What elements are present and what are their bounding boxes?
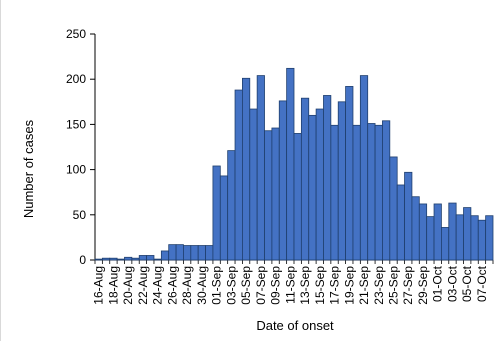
x-axis-title: Date of onset xyxy=(256,318,334,333)
y-tick-label: 150 xyxy=(66,117,86,131)
x-tick-label: 01-Sep xyxy=(210,266,224,305)
bar-05-Sep xyxy=(242,77,251,261)
x-tick-label: 17-Sep xyxy=(328,266,342,305)
x-tick-label: 30-Aug xyxy=(195,266,209,305)
bar-16-Aug xyxy=(94,258,103,261)
x-tick-label: 03-Oct xyxy=(445,265,459,302)
x-tick-labels: 16-Aug 18-Aug 20-Aug 22-Aug 24-Aug 26-Aug 28-A… xyxy=(92,265,489,304)
bar-16-Sep xyxy=(323,95,332,261)
bar-23-Aug xyxy=(146,255,155,261)
x-tick-label: 15-Sep xyxy=(313,266,327,305)
x-tick-label: 11-Sep xyxy=(283,266,297,304)
bar-26-Aug xyxy=(168,244,177,261)
bar-02-Sep xyxy=(219,175,229,261)
bar-10-Sep xyxy=(278,100,288,261)
bar-20-Sep xyxy=(352,124,361,261)
bar-21-Aug xyxy=(131,257,140,261)
bar-11-Sep xyxy=(286,67,295,261)
bar-01-Sep xyxy=(212,165,221,261)
bar-28-Sep xyxy=(411,196,420,261)
bar-23-Sep xyxy=(374,124,383,261)
bar-29-Sep xyxy=(418,203,428,261)
bar-22-Aug xyxy=(138,255,147,261)
y-tick-labels: 0 50 100 150 200 250 xyxy=(66,27,86,267)
x-tick-label: 20-Aug xyxy=(121,266,135,305)
bar-30-Aug xyxy=(197,245,206,261)
x-tick-label: 23-Sep xyxy=(372,266,386,305)
bar-26-Sep xyxy=(396,184,405,261)
x-tick-label: 05-Sep xyxy=(239,266,253,305)
bar-25-Aug xyxy=(160,250,170,261)
bar-09-Sep xyxy=(271,127,280,261)
y-tick-label: 0 xyxy=(79,253,86,267)
x-tick-label: 01-Oct xyxy=(431,265,445,302)
bar-24-Aug xyxy=(153,258,162,261)
x-tick-label: 27-Sep xyxy=(401,266,415,305)
bar-13-Sep xyxy=(300,97,310,261)
bar-18-Sep xyxy=(337,101,346,261)
bar-03-Sep xyxy=(227,150,236,261)
bar-12-Sep xyxy=(293,133,302,261)
x-tick-label: 28-Aug xyxy=(180,266,194,305)
y-tick-label: 200 xyxy=(66,72,86,86)
bar-01-Oct xyxy=(433,203,442,261)
bar-29-Aug xyxy=(190,245,199,261)
x-tick-label: 19-Sep xyxy=(342,266,356,305)
bar-04-Sep xyxy=(234,89,243,261)
left-border-line xyxy=(0,0,1,341)
bar-07-Oct xyxy=(477,219,487,261)
y-tick-label: 50 xyxy=(73,208,87,222)
bar-24-Sep xyxy=(382,120,391,261)
bar-17-Sep xyxy=(330,124,339,261)
x-tick-label: 21-Sep xyxy=(357,266,371,305)
bar-19-Aug xyxy=(116,258,125,261)
bar-02-Oct xyxy=(441,227,450,261)
bars-group xyxy=(94,67,494,261)
bar-03-Oct xyxy=(448,202,457,261)
bar-25-Sep xyxy=(389,156,398,261)
bar-18-Aug xyxy=(109,257,118,261)
x-tick-label: 03-Sep xyxy=(224,266,238,305)
x-tick-label: 25-Sep xyxy=(387,266,401,305)
bar-08-Oct xyxy=(485,215,494,261)
bar-20-Aug xyxy=(124,256,133,261)
bar-06-Sep xyxy=(249,108,258,261)
bar-31-Aug xyxy=(205,245,214,261)
bar-14-Sep xyxy=(308,114,317,261)
bar-04-Oct xyxy=(455,214,464,261)
x-tick-label: 09-Sep xyxy=(269,266,283,305)
bar-22-Sep xyxy=(367,123,376,261)
x-tick-label: 07-Sep xyxy=(254,266,268,305)
x-tick-label: 26-Aug xyxy=(165,266,179,305)
x-tick-label: 07-Oct xyxy=(475,265,489,302)
x-tick-label: 24-Aug xyxy=(151,266,165,305)
bar-21-Sep xyxy=(359,75,369,261)
bar-27-Sep xyxy=(404,171,413,261)
x-tick-label: 05-Oct xyxy=(460,265,474,302)
bar-08-Sep xyxy=(264,130,273,261)
y-tick-label: 250 xyxy=(66,27,86,41)
x-tick-label: 18-Aug xyxy=(106,266,120,305)
bar-17-Aug xyxy=(101,257,111,261)
bar-15-Sep xyxy=(315,108,324,261)
x-tick-label: 22-Aug xyxy=(136,266,150,305)
bar-27-Aug xyxy=(175,244,184,261)
bar-19-Sep xyxy=(345,86,354,261)
y-tick-label: 100 xyxy=(66,163,86,177)
bar-05-Oct xyxy=(463,207,472,261)
bar-30-Sep xyxy=(426,216,435,261)
bar-07-Sep xyxy=(256,75,265,261)
x-tick-label: 13-Sep xyxy=(298,266,312,305)
x-tick-label: 29-Sep xyxy=(416,266,430,305)
bar-06-Oct xyxy=(470,215,479,261)
bar-28-Aug xyxy=(183,245,192,261)
x-tick-label: 16-Aug xyxy=(92,266,106,305)
